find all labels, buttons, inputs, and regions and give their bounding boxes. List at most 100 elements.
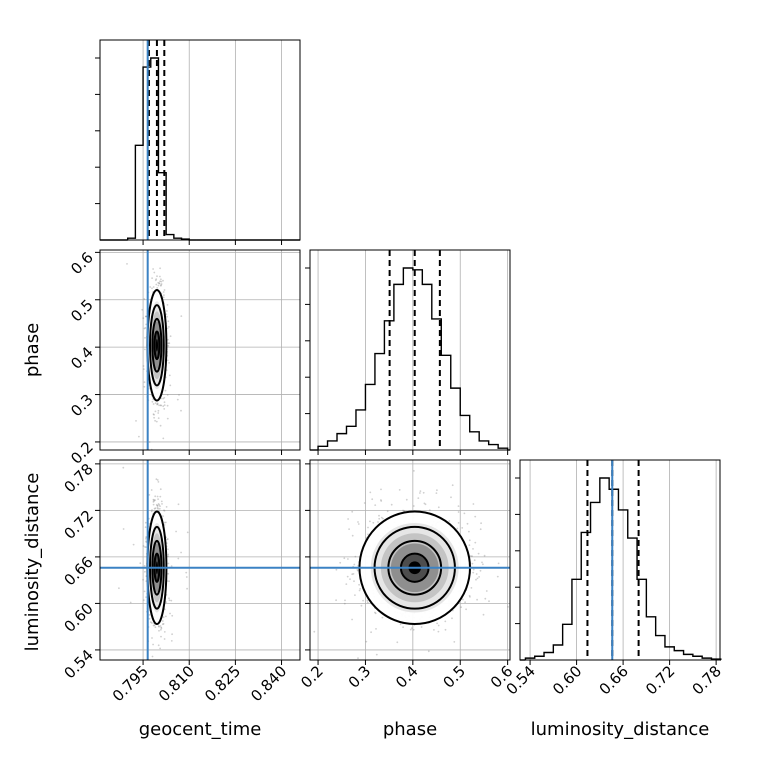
panel-phase-vs-geocent-time-point-575 [159, 275, 161, 278]
panel-phase-vs-geocent-time-point-185 [163, 289, 166, 291]
panel-distance-vs-geocent-time-point-608 [156, 504, 159, 507]
panel-phase-vs-geocent-time-point-1016 [154, 402, 157, 404]
panel-geocent-time-hist-histogram [126, 57, 197, 241]
panel-distance-vs-geocent-time-point-1304 [118, 587, 120, 590]
panel-phase-vs-geocent-time-point-239 [156, 403, 159, 406]
panel-distance-vs-phase-point-251 [370, 631, 372, 634]
panel-distance-vs-geocent-time-point-505 [158, 625, 160, 628]
panel-distance-vs-phase-point-654 [402, 626, 404, 629]
panel-distance-vs-geocent-time-point-965 [155, 478, 158, 481]
panel-distance-vs-phase-point-191 [378, 514, 380, 517]
panel-distance-vs-phase-point-0 [366, 601, 369, 604]
panel-distance-vs-phase-point-1217 [424, 503, 427, 506]
panel-phase-vs-geocent-time-point-219 [167, 320, 170, 323]
panel-distance-vs-geocent-time-point-1088 [156, 479, 159, 481]
panel-distance-vs-geocent-time-point-52 [156, 506, 159, 509]
panel-distance-vs-phase-point-1090 [412, 505, 415, 507]
panel-phase-vs-geocent-time-point-457 [168, 362, 171, 364]
panel-phase-vs-geocent-time-point-172 [149, 286, 152, 288]
panel-distance-vs-phase-point-325 [374, 504, 377, 506]
panel-distance-vs-phase-point-361 [456, 527, 459, 530]
panel-distance-vs-phase-point-151 [472, 568, 475, 571]
panel-phase-vs-geocent-time: 0.20.30.40.50.6 [67, 248, 301, 468]
panel-distance-vs-geocent-time-point-9 [163, 631, 166, 633]
panel-distance-vs-phase-point-1222 [366, 599, 369, 602]
panel-distance-vs-phase-point-52 [356, 569, 359, 571]
panel-phase-vs-geocent-time-point-509 [145, 315, 147, 318]
panel-phase-vs-geocent-time-point-859 [162, 296, 165, 299]
panel-distance-vs-geocent-time-point-1160 [148, 679, 150, 681]
panel-distance-vs-geocent-time-point-271 [122, 466, 125, 469]
panel-distance-vs-phase-point-808 [469, 596, 471, 598]
panel-distance-hist-xtick-label-1: 0.60 [549, 662, 585, 698]
panel-phase-vs-geocent-time-point-306 [143, 381, 146, 384]
panel-distance-vs-geocent-time-point-1192 [152, 643, 155, 646]
panel-distance-vs-geocent-time-ytick-label-3: 0.72 [60, 506, 96, 542]
panel-distance-vs-geocent-time-point-1237 [186, 531, 189, 534]
panel-distance-vs-phase-point-12 [485, 590, 488, 592]
panel-phase-vs-geocent-time-point-464 [159, 455, 161, 457]
panel-distance-vs-phase-point-18 [357, 521, 359, 523]
panel-distance-vs-phase-point-362 [488, 600, 490, 603]
panel-distance-vs-phase-point-887 [359, 587, 362, 590]
panel-distance-vs-phase-point-330 [351, 573, 354, 576]
panel-distance-vs-geocent-time-point-433 [157, 481, 160, 483]
panel-distance-vs-phase-point-61 [471, 555, 473, 558]
panel-distance-vs-phase-point-1056 [480, 522, 482, 525]
panel-distance-vs-phase-point-610 [363, 502, 366, 504]
panel-distance-vs-phase-point-1297 [405, 498, 408, 501]
panel-distance-vs-geocent-time-point-1203 [165, 506, 168, 508]
panel-distance-vs-geocent-time-point-489 [161, 620, 164, 622]
panel-distance-hist-xtick-label-2: 0.66 [596, 662, 632, 698]
panel-phase-hist-frame [309, 249, 511, 451]
panel-distance-vs-phase-point-129 [444, 620, 447, 623]
panel-distance-vs-phase-point-827 [457, 522, 460, 524]
panel-distance-vs-geocent-time-point-919 [154, 661, 156, 663]
panel-phase-vs-geocent-time-point-83 [158, 404, 161, 407]
panel-phase-vs-geocent-time-point-354 [164, 389, 167, 392]
panel-distance-vs-phase-point-965 [349, 578, 351, 580]
panel-distance-vs-phase-point-983 [472, 548, 474, 550]
panel-phase-vs-geocent-time-point-738 [156, 287, 159, 289]
panel-phase-vs-geocent-time-point-501 [178, 394, 180, 396]
panel-distance-vs-geocent-time-point-454 [145, 536, 147, 538]
panel-distance-vs-phase-point-1294 [386, 510, 389, 513]
panel-distance-vs-phase-point-1262 [390, 503, 393, 506]
panel-phase-vs-geocent-time-point-1175 [163, 401, 166, 404]
panel-distance-vs-phase-point-44 [412, 628, 415, 631]
panel-distance-vs-geocent-time-point-268 [169, 612, 171, 615]
panel-distance-vs-geocent-time-point-183 [150, 510, 153, 513]
panel-phase-vs-geocent-time-point-957 [180, 315, 183, 317]
panel-distance-vs-geocent-time-point-1106 [167, 538, 169, 540]
panel-distance-vs-phase-point-783 [375, 628, 377, 630]
panel-distance-vs-geocent-time-point-1243 [156, 495, 159, 498]
panel-distance-vs-phase-point-975 [343, 602, 346, 605]
panel-distance-vs-phase-point-211 [457, 511, 460, 513]
panel-distance-vs-geocent-time-point-170 [154, 507, 157, 510]
panel-distance-vs-geocent-time-point-523 [165, 521, 167, 524]
panel-distance-vs-geocent-time-point-859 [143, 565, 146, 567]
panel-distance-vs-geocent-time-point-1090 [157, 498, 160, 500]
panel-distance-vs-geocent-time-point-757 [143, 590, 146, 593]
panel-phase-vs-geocent-time-point-676 [160, 278, 162, 281]
panel-phase-vs-geocent-time-point-1037 [166, 315, 169, 318]
panel-distance-vs-phase-point-1058 [468, 544, 471, 547]
panel-distance-vs-phase-point-503 [357, 569, 359, 572]
panel-distance-vs-geocent-time-point-844 [151, 622, 153, 624]
panel-distance-vs-phase-point-787 [279, 571, 281, 573]
panel-distance-vs-phase-point-929 [295, 531, 297, 533]
panel-phase-vs-geocent-time-point-297 [166, 359, 169, 362]
panel-distance-vs-phase-point-919 [473, 559, 476, 562]
panel-phase-vs-geocent-time-point-714 [138, 435, 140, 438]
panel-distance-vs-geocent-time-point-1191 [157, 507, 160, 510]
panel-distance-vs-phase-point-183 [422, 491, 425, 494]
panel-phase-vs-geocent-time-point-539 [169, 384, 172, 387]
panel-distance-vs-geocent-time-point-984 [148, 614, 151, 616]
panel-distance-vs-phase-point-1213 [436, 622, 438, 625]
panel-distance-vs-phase-point-1394 [365, 640, 368, 643]
panel-distance-vs-phase-point-247 [419, 492, 421, 494]
panel-phase-vs-geocent-time-point-716 [159, 267, 162, 270]
panel-phase-vs-geocent-time-point-244 [152, 286, 155, 288]
panel-distance-vs-geocent-time-point-900 [145, 540, 148, 543]
panel-distance-vs-geocent-time-ytick-label-2: 0.66 [60, 553, 96, 589]
